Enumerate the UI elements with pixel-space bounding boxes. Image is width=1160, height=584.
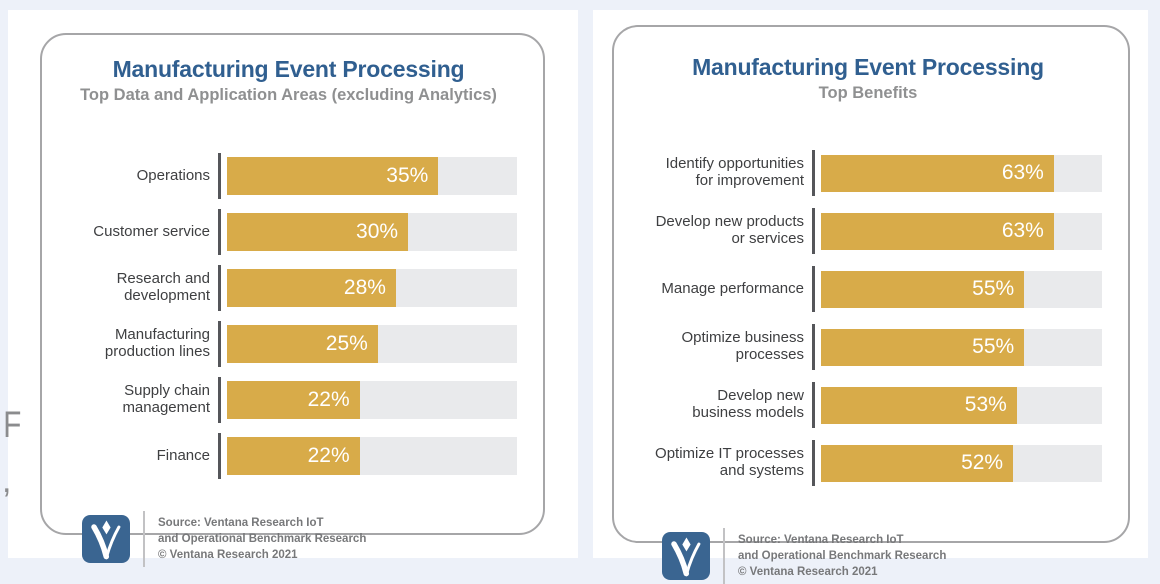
bar-track: 63%	[820, 154, 1102, 192]
bar-fill: 55%	[820, 328, 1025, 366]
bar-value-label: 30%	[356, 220, 399, 243]
bar-track: 35%	[226, 157, 517, 195]
footer-divider	[723, 528, 725, 584]
chart-subtitle: Top Data and Application Areas (excludin…	[80, 86, 497, 104]
bar-value-label: 53%	[964, 393, 1007, 416]
bar-track: 53%	[820, 386, 1102, 424]
bar-track: 63%	[820, 212, 1102, 250]
axis-tick	[812, 440, 815, 486]
source-footer: Source: Ventana Research IoT and Operati…	[662, 528, 1102, 584]
bar-track: 55%	[820, 270, 1102, 308]
axis-tick	[812, 150, 815, 196]
bar-row: Manufacturing production lines 25%	[60, 321, 517, 367]
source-footer: Source: Ventana Research IoT and Operati…	[82, 511, 517, 567]
bar-track: 30%	[226, 213, 517, 251]
bar-fill: 53%	[820, 386, 1017, 424]
chart-subtitle: Top Benefits	[818, 84, 918, 102]
category-label: Develop new business models	[692, 387, 804, 421]
bar-value-label: 35%	[386, 164, 429, 187]
bar-track: 25%	[226, 325, 517, 363]
source-text: Source: Ventana Research IoT and Operati…	[158, 515, 366, 564]
axis-tick	[218, 433, 221, 479]
chart-title: Manufacturing Event Processing	[112, 56, 465, 82]
category-label: Manufacturing production lines	[104, 326, 210, 360]
bar-value-label: 55%	[972, 335, 1015, 358]
bar-track: 52%	[820, 444, 1102, 482]
axis-tick	[218, 265, 221, 311]
bar-row: Develop new products or services 63%	[634, 208, 1102, 254]
bar-row: Supply chain management 22%	[60, 377, 517, 423]
chart-card-areas: Manufacturing Event Processing Top Data …	[40, 33, 545, 567]
footer-divider	[143, 511, 145, 567]
category-label: Manage performance	[661, 279, 804, 297]
chart-card-benefits: Manufacturing Event Processing Top Benef…	[612, 25, 1130, 584]
category-label: Operations	[136, 166, 210, 184]
source-text: Source: Ventana Research IoT and Operati…	[738, 532, 946, 581]
bar-value-label: 52%	[961, 451, 1004, 474]
axis-tick	[218, 153, 221, 199]
bar-value-label: 55%	[972, 277, 1015, 300]
chart-title: Manufacturing Event Processing	[692, 54, 1044, 80]
bar-row: Optimize IT processes and systems 52%	[634, 440, 1102, 486]
category-label: Customer service	[93, 222, 210, 240]
source-line: © Ventana Research 2021	[738, 566, 878, 579]
source-line: and Operational Benchmark Research	[738, 549, 947, 562]
bar-fill: 22%	[226, 381, 360, 419]
axis-tick	[218, 209, 221, 255]
axis-tick	[812, 208, 815, 254]
bar-fill: 25%	[226, 325, 378, 363]
category-label: Research and development	[116, 270, 210, 304]
bar-row: Identify opportunities for improvement 6…	[634, 150, 1102, 196]
bar-value-label: 63%	[1001, 161, 1044, 184]
source-line: Source: Ventana Research IoT	[738, 533, 904, 546]
bar-fill: 28%	[226, 269, 396, 307]
bar-chart: Operations 35% Customer service 30% Rese…	[60, 153, 517, 479]
axis-tick	[812, 266, 815, 312]
bar-fill: 63%	[820, 212, 1054, 250]
bar-track: 55%	[820, 328, 1102, 366]
axis-tick	[812, 324, 815, 370]
axis-tick	[218, 321, 221, 367]
category-label: Supply chain management	[122, 382, 210, 416]
bar-fill: 55%	[820, 270, 1025, 308]
bar-value-label: 25%	[325, 332, 368, 355]
bar-row: Develop new business models 53%	[634, 382, 1102, 428]
bar-value-label: 22%	[307, 444, 350, 467]
axis-tick	[218, 377, 221, 423]
ventana-research-logo	[662, 532, 710, 580]
bar-row: Manage performance 55%	[634, 266, 1102, 312]
category-label: Finance	[156, 446, 210, 464]
bar-track: 22%	[226, 381, 517, 419]
bar-row: Research and development 28%	[60, 265, 517, 311]
category-label: Identify opportunities for improvement	[665, 155, 804, 189]
bar-fill: 35%	[226, 157, 439, 195]
bar-chart: Identify opportunities for improvement 6…	[634, 150, 1102, 486]
bar-value-label: 22%	[307, 388, 350, 411]
bar-fill: 52%	[820, 444, 1014, 482]
bar-track: 22%	[226, 437, 517, 475]
clipped-text-glyph: F	[3, 404, 22, 445]
axis-tick	[812, 382, 815, 428]
bar-fill: 63%	[820, 154, 1054, 192]
bar-fill: 30%	[226, 213, 409, 251]
bar-row: Optimize business processes 55%	[634, 324, 1102, 370]
bar-value-label: 63%	[1001, 219, 1044, 242]
source-line: © Ventana Research 2021	[158, 549, 298, 562]
category-label: Develop new products or services	[655, 213, 804, 247]
bar-row: Finance 22%	[60, 433, 517, 479]
bar-track: 28%	[226, 269, 517, 307]
source-line: and Operational Benchmark Research	[158, 532, 367, 545]
source-line: Source: Ventana Research IoT	[158, 516, 324, 529]
category-label: Optimize business processes	[681, 329, 804, 363]
ventana-research-logo	[82, 515, 130, 563]
bar-value-label: 28%	[343, 276, 386, 299]
category-label: Optimize IT processes and systems	[655, 445, 804, 479]
clipped-text-glyph: ,	[2, 462, 12, 500]
bar-row: Operations 35%	[60, 153, 517, 199]
bar-row: Customer service 30%	[60, 209, 517, 255]
bar-fill: 22%	[226, 437, 360, 475]
